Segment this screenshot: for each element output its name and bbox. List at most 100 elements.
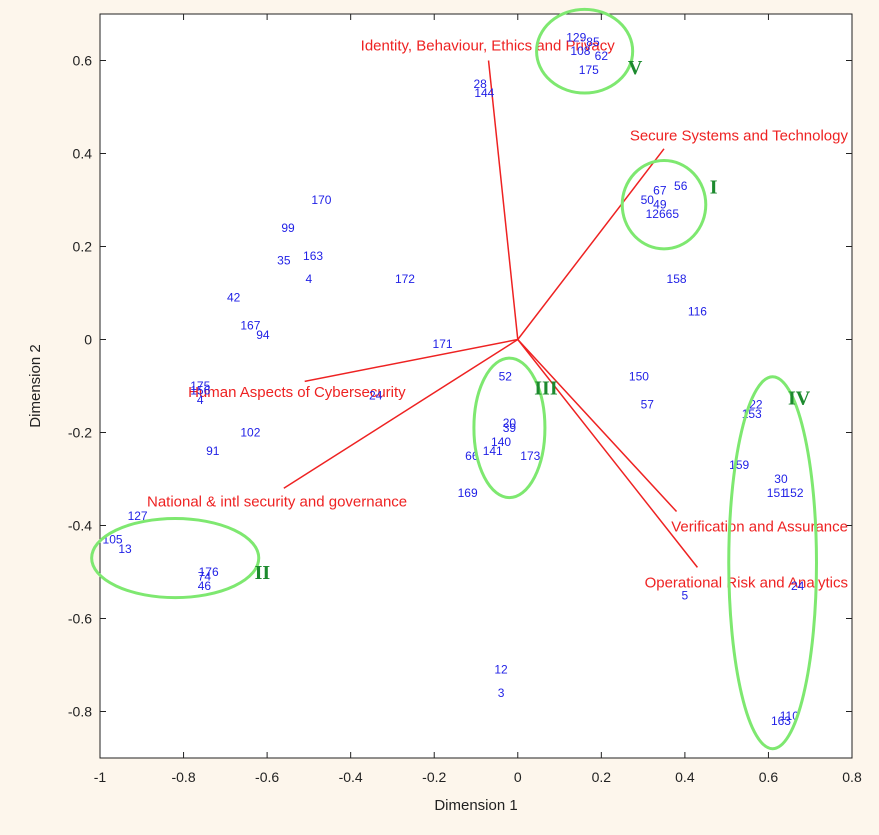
data-point-label: 108 (570, 44, 590, 58)
cluster-ellipse (535, 7, 635, 95)
data-point-label: 129 (566, 30, 586, 44)
data-point-label: 151 (767, 486, 787, 500)
y-tick-label: -0.6 (68, 611, 92, 627)
loading-vector-line (283, 338, 519, 489)
data-point-label: 150 (629, 370, 649, 384)
loading-vector-label: Operational Risk and Analytics (645, 575, 848, 592)
loading-vector-label: Identity, Behaviour, Ethics and Privacy (361, 38, 616, 55)
data-point-label: 172 (395, 272, 415, 286)
data-point-label: 175 (579, 63, 599, 77)
data-point-label: 50 (641, 193, 655, 207)
x-tick-label: 0.2 (592, 769, 612, 785)
data-point-label: 46 (198, 579, 212, 593)
data-point-label: 52 (499, 370, 513, 384)
data-point-label: 62 (595, 49, 609, 63)
plot-area (99, 13, 853, 759)
data-point-label: 74 (198, 570, 212, 584)
data-point-label: 56 (674, 179, 688, 193)
cluster-ellipse (727, 375, 818, 751)
data-point-label: 67 (653, 184, 667, 198)
data-point-label: 167 (240, 319, 260, 333)
loading-vector-line (487, 60, 519, 340)
data-point-label: 102 (240, 426, 260, 440)
data-point-label: 85 (586, 35, 600, 49)
x-tick-label: 0 (514, 769, 522, 785)
data-point-label: 169 (458, 486, 478, 500)
y-tick-label: 0.2 (73, 239, 93, 255)
data-point-label: 152 (783, 486, 803, 500)
data-point-label: 156 (190, 384, 210, 398)
x-tick-label: 0.6 (759, 769, 779, 785)
x-tick-label: -1 (94, 769, 107, 785)
data-point-label: 57 (641, 398, 655, 412)
y-axis-label: Dimension 2 (27, 344, 44, 427)
data-point-label: 3 (498, 686, 505, 700)
data-point-label: 159 (729, 458, 749, 472)
loading-vector-line (517, 148, 665, 340)
y-tick-label: -0.4 (68, 518, 92, 534)
cluster-ellipse (472, 356, 547, 500)
data-point-label: 94 (256, 328, 270, 342)
cluster-label: IV (788, 388, 811, 410)
data-point-label: 42 (227, 291, 241, 305)
data-point-label: 65 (666, 207, 680, 221)
data-point-label: 35 (277, 253, 291, 267)
cluster-label: II (255, 562, 271, 584)
data-point-label: 158 (667, 272, 687, 286)
x-tick-label: -0.6 (255, 769, 279, 785)
y-tick-label: 0 (84, 332, 92, 348)
data-point-label: 163 (771, 714, 791, 728)
loading-vector-label: Verification and Assurance (671, 518, 848, 535)
data-point-label: 4 (306, 272, 313, 286)
data-point-label: 99 (281, 221, 295, 235)
data-point-label: 176 (199, 565, 219, 579)
data-point-label: 140 (491, 435, 511, 449)
data-point-label: 163 (303, 249, 323, 263)
data-point-label: 22 (749, 398, 763, 412)
y-tick-label: 0.6 (73, 53, 93, 69)
loading-vector-label: Secure Systems and Technology (630, 128, 849, 145)
cluster-label: III (534, 377, 558, 399)
data-point-label: 116 (688, 305, 707, 319)
data-point-label: 141 (483, 444, 503, 458)
data-point-label: 24 (369, 388, 383, 402)
data-point-label: 39 (503, 421, 517, 435)
y-tick-label: -0.8 (68, 704, 92, 720)
data-point-label: 175 (190, 379, 210, 393)
x-tick-label: 0.8 (842, 769, 862, 785)
data-point-label: 126 (646, 207, 666, 221)
data-point-label: 49 (653, 198, 667, 212)
data-point-label: 173 (520, 449, 540, 463)
loading-vector-label: Human Aspects of Cybersecurity (188, 384, 406, 401)
data-point-label: 30 (774, 472, 788, 486)
data-point-label: 110 (780, 709, 799, 723)
data-point-label: 4 (197, 393, 204, 407)
cluster-ellipse (620, 158, 708, 251)
data-point-label: 20 (503, 416, 517, 430)
data-point-label: 13 (118, 542, 132, 556)
data-point-label: 5 (682, 588, 689, 602)
x-tick-label: -0.2 (422, 769, 446, 785)
data-point-label: 91 (206, 444, 220, 458)
loading-vector-line (517, 339, 699, 568)
data-point-label: 12 (494, 663, 508, 677)
data-point-label: 171 (433, 337, 453, 351)
axis-ticks: -1 -0.8 -0.6 -0.4 -0.2 0 0.2 0.4 0.6 0.8 -0.8 -0.6 -… (68, 14, 862, 785)
x-tick-label: -0.8 (171, 769, 195, 785)
x-tick-label: 0.4 (675, 769, 695, 785)
loading-vector-label: National & intl security and governance (147, 494, 407, 511)
y-tick-label: 0.4 (73, 146, 93, 162)
data-point-label: 127 (128, 509, 148, 523)
x-axis-label: Dimension 1 (434, 797, 517, 814)
data-point-label: 24 (791, 579, 805, 593)
x-tick-label: -0.4 (339, 769, 363, 785)
cluster-ellipse (90, 517, 261, 600)
loading-vectors: Identity, Behaviour, Ethics and Privacy S… (147, 38, 848, 592)
cluster-label: I (710, 177, 718, 199)
cluster-label: V (628, 57, 643, 79)
loading-vector-line (517, 338, 678, 513)
data-point-label: 170 (311, 193, 331, 207)
